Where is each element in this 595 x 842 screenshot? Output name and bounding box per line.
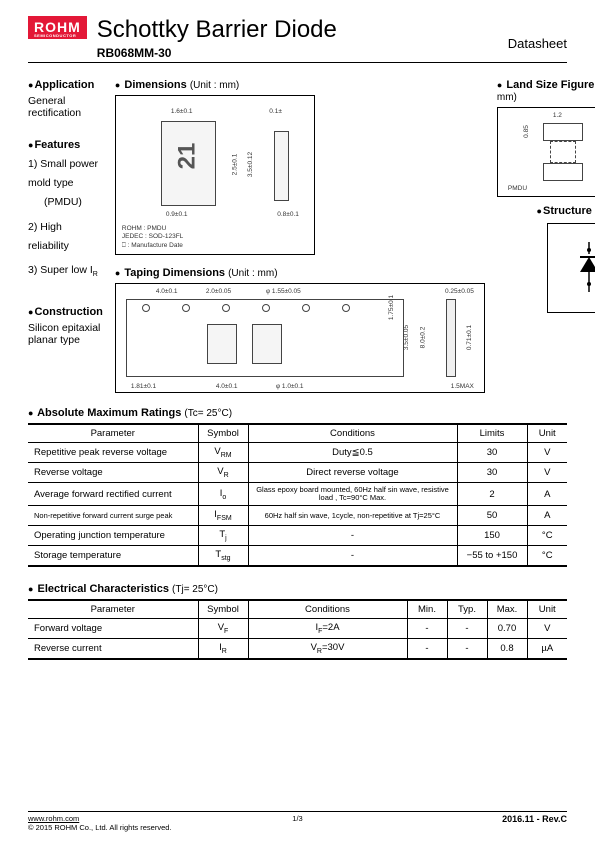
table-row: Operating junction temperatureTj-150°C [28, 526, 567, 546]
footer: www.rohm.com © 2015 ROHM Co., Ltd. All r… [28, 811, 567, 832]
application-heading: Application [28, 79, 103, 91]
rohm-logo: ROHM SEMICONDUCTOR [28, 16, 87, 39]
construction-text: Silicon epitaxial planar type [28, 322, 103, 346]
structure-heading: Structure [497, 205, 595, 217]
package-side [274, 131, 289, 201]
land-heading: Land Size Figure (Unit : mm) [497, 79, 595, 103]
logo-subtext: SEMICONDUCTOR [34, 33, 81, 38]
tape-strip [126, 299, 404, 377]
dimensions-diagram: 21 1.6±0.1 2.5±0.1 3.5±0.12 0.9±0.1 0.8±… [115, 95, 315, 255]
table-row: Forward voltageVFIF=2A--0.70V [28, 618, 567, 638]
title-block: Schottky Barrier Diode RB068MM-30 [97, 16, 498, 60]
table-row: Repetitive peak reverse voltageVRMDuty≦0… [28, 443, 567, 463]
mid-column: Dimensions (Unit : mm) 21 1.6±0.1 2.5±0.… [115, 67, 485, 393]
taping-diagram: 4.0±0.1 2.0±0.05 φ 1.55±0.05 1.75±0.1 4.… [115, 283, 485, 393]
elec-heading: Electrical Characteristics (Tj= 25°C) [28, 583, 567, 595]
structure-diagram: Cathode Anode [547, 223, 595, 313]
table-row: Storage temperatureTstg-−55 to +150°C [28, 546, 567, 566]
eth-cond: Conditions [248, 600, 407, 619]
marking: 21 [173, 143, 201, 170]
th-symbol: Symbol [198, 424, 248, 443]
feature-3: 3) Super low IR [28, 261, 103, 282]
th-cond: Conditions [248, 424, 457, 443]
table-row: Non-repetitive forward current surge pea… [28, 506, 567, 526]
feature-2: 2) High reliability [28, 218, 103, 256]
footer-copyright: © 2015 ROHM Co., Ltd. All rights reserve… [28, 823, 172, 832]
doc-type: Datasheet [508, 36, 567, 51]
eth-max: Max. [487, 600, 527, 619]
package-outline: 21 [161, 121, 216, 206]
footer-rev: 2016.11 - Rev.C [502, 814, 567, 832]
footer-left: www.rohm.com © 2015 ROHM Co., Ltd. All r… [28, 814, 172, 832]
header: ROHM SEMICONDUCTOR Schottky Barrier Diod… [28, 16, 567, 63]
elec-table: Parameter Symbol Conditions Min. Typ. Ma… [28, 599, 567, 660]
part-number: RB068MM-30 [97, 46, 498, 60]
page-title: Schottky Barrier Diode [97, 16, 498, 44]
absmax-heading: Absolute Maximum Ratings (Tc= 25°C) [28, 407, 567, 419]
table-row: Reverse currentIRVR=30V--0.8µA [28, 638, 567, 658]
table-row: Average forward rectified currentIoGlass… [28, 482, 567, 506]
table-row: Reverse voltageVRDirect reverse voltage3… [28, 462, 567, 482]
dimensions-heading: Dimensions (Unit : mm) [115, 79, 485, 91]
features-list: 1) Small power mold type (PMDU) 2) High … [28, 155, 103, 282]
taping-heading: Taping Dimensions (Unit : mm) [115, 267, 485, 279]
feature-1: 1) Small power mold type (PMDU) [28, 155, 103, 212]
eth-min: Min. [407, 600, 447, 619]
application-text: General rectification [28, 95, 103, 119]
footer-page: 1/3 [292, 814, 302, 823]
footer-url: www.rohm.com [28, 814, 172, 823]
features-heading: Features [28, 139, 103, 151]
th-limits: Limits [457, 424, 527, 443]
absmax-table: Parameter Symbol Conditions Limits Unit … [28, 423, 567, 567]
land-diagram: 1.2 0.85 3.05 PMDU [497, 107, 595, 197]
eth-typ: Typ. [447, 600, 487, 619]
th-unit: Unit [527, 424, 567, 443]
eth-unit: Unit [527, 600, 567, 619]
package-notes: ROHM : PMDU JEDEC : SOD-123FL ⎕ : Manufa… [122, 225, 183, 250]
eth-param: Parameter [28, 600, 198, 619]
right-column: Land Size Figure (Unit : mm) 1.2 0.85 3.… [497, 67, 595, 393]
tape-side-view [446, 299, 456, 377]
upper-columns: Application General rectification Featur… [28, 67, 567, 393]
eth-symbol: Symbol [198, 600, 248, 619]
left-column: Application General rectification Featur… [28, 67, 103, 393]
th-param: Parameter [28, 424, 198, 443]
construction-heading: Construction [28, 306, 103, 318]
diode-symbol-icon [574, 242, 595, 294]
